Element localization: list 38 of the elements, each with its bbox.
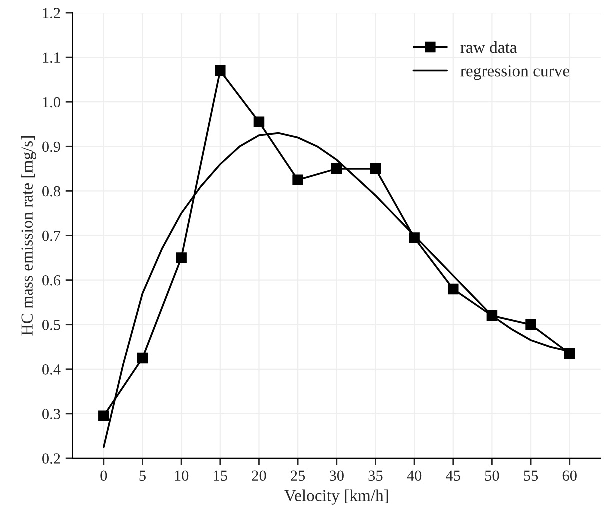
- point: [448, 284, 459, 295]
- y-tick-label: 1.0: [43, 97, 60, 108]
- x-tick-label: 60: [562, 470, 577, 482]
- x-tick-label: 35: [368, 470, 383, 482]
- x-tick-label: 15: [214, 470, 228, 482]
- y-tick-label: 0.6: [42, 275, 61, 286]
- point: [332, 164, 342, 174]
- x-tick-label: 0: [100, 470, 108, 482]
- x-tick-label: 55: [524, 470, 538, 482]
- y-tick-label: 1.1: [43, 52, 60, 64]
- y-tick-label: 0.9: [42, 142, 60, 152]
- x-tick-label: 20: [252, 470, 266, 482]
- point: [176, 252, 187, 264]
- point: [370, 164, 382, 174]
- point: [526, 319, 536, 330]
- point: [98, 410, 110, 422]
- y-tick-label: 0.2: [42, 454, 60, 464]
- y-tick-label: 1.2: [43, 8, 60, 19]
- y-tick-label: 0.3: [42, 409, 60, 420]
- point: [137, 352, 148, 364]
- x-tick-label: 30: [330, 470, 344, 482]
- x-tick-label: 50: [485, 470, 500, 482]
- point: [215, 66, 226, 76]
- point: [254, 116, 265, 128]
- legend-label: raw data: [460, 41, 518, 54]
- legend-label: regression curve: [460, 66, 570, 80]
- x-axis-title: Velocity [km/h]: [284, 490, 388, 505]
- y-tick-label: 0.5: [42, 320, 60, 330]
- y-tick-label: 0.8: [42, 186, 60, 197]
- x-tick-label: 10: [175, 470, 189, 482]
- y-tick-label: 0.7: [42, 230, 61, 242]
- x-tick-label: 45: [446, 470, 460, 482]
- x-tick-label: 5: [140, 470, 146, 482]
- y-tick-label: 0.4: [42, 364, 61, 375]
- x-tick-label: 40: [407, 470, 422, 482]
- point: [292, 174, 304, 186]
- x-tick-label: 25: [291, 470, 306, 482]
- y-axis-title: HC mass emission rate [mg/s]: [21, 136, 36, 336]
